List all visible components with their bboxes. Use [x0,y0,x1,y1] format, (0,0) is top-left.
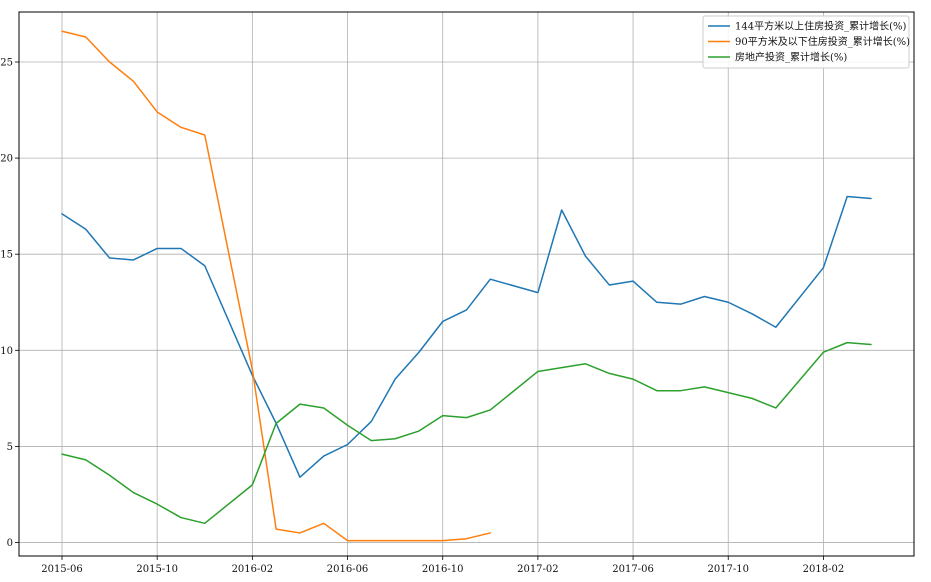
legend-box [702,15,910,69]
x-tick-label: 2016-02 [232,564,274,575]
series-line-1 [61,195,872,478]
legend-label-2: 90平方米及以下住房投资_累计增长(%) [735,35,910,48]
x-tick-label: 2016-06 [327,564,369,575]
x-tick-label: 2015-06 [41,564,83,575]
x-tick-label: 2017-10 [707,564,749,575]
series-line-2 [61,30,492,542]
plot-frame [18,11,915,557]
x-tick-label: 2015-10 [136,564,178,575]
x-tick-label: 2018-02 [803,564,845,575]
series-line-3 [61,341,872,525]
y-tick-label: 0 [7,538,13,549]
y-tick-label: 20 [0,154,13,165]
x-tick-label: 2016-10 [422,564,464,575]
legend-label-1: 144平方米以上住房投资_累计增长(%) [735,20,906,33]
y-tick-label: 5 [7,442,13,453]
x-tick-label: 2017-06 [612,564,654,575]
tick-layer: 2015-06 2015-10 2016-02 2016-06 2016-10 2017-… [0,57,844,575]
y-tick-label: 10 [0,346,13,357]
legend: 144平方米以上住房投资_累计增长(%) 90平方米及以下住房投资_累计增长(%)… [702,15,910,69]
y-tick-label: 15 [0,250,13,261]
x-tick-label: 2017-02 [517,564,559,575]
series-layer [61,30,872,542]
legend-label-3: 房地产投资_累计增长(%) [735,51,847,64]
grid-layer [19,12,914,556]
y-tick-label: 25 [0,57,13,68]
